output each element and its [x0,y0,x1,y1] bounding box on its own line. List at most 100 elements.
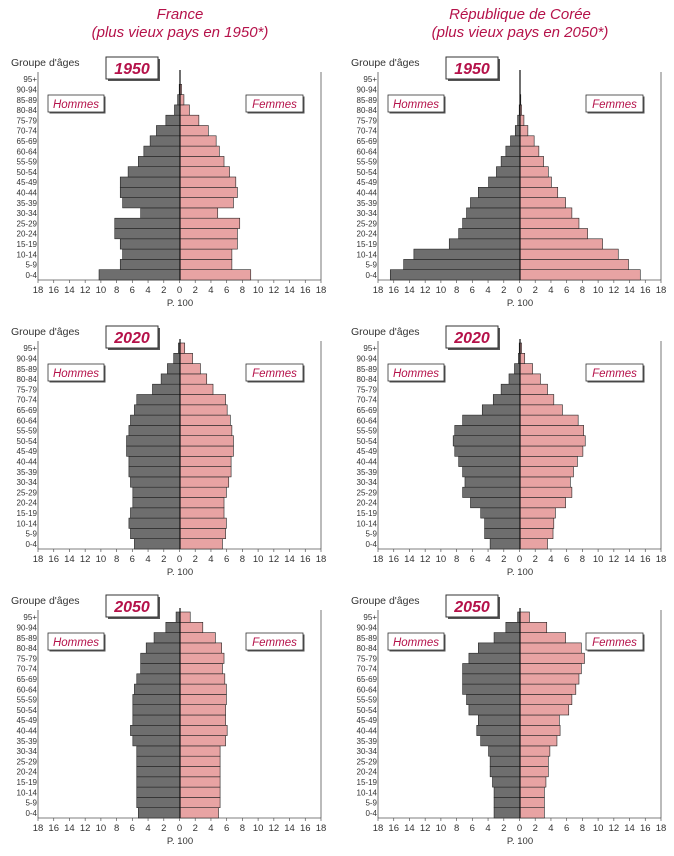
bar-men-35-39 [462,466,521,478]
bar-men-20-24 [136,766,181,778]
age-tick-label: 35-39 [17,737,38,746]
x-tick-label: 6 [470,285,475,296]
x-tick-label: 16 [300,285,311,296]
legend-women-box-text: Femmes [592,637,637,649]
bar-men-25-29 [114,217,181,229]
bar-women-5-9 [179,259,233,270]
bar-women-0-4 [179,269,252,281]
bar-women-0-4 [519,807,545,819]
legend-men-box [47,94,105,113]
bar-men-25-29 [462,217,521,229]
bar-men-20-24 [470,497,521,509]
age-tick-label: 95+ [23,613,37,622]
bar-women-35-39 [179,735,226,747]
bar-men-0-4 [489,538,521,550]
bar-women-15-19 [519,776,547,788]
x-tick-label: 10 [253,285,264,296]
legend-women-box-text: Femmes [252,637,297,649]
bar-men-20-24 [489,766,521,778]
x-tick-label: 18 [33,823,44,834]
age-tick-label: 65-69 [357,137,378,146]
x-tick-label: 8 [580,823,585,834]
bar-women-25-29 [179,486,227,498]
bar-men-20-24 [458,228,521,240]
column-subtitle: (plus vieux pays en 2050*) [431,24,609,41]
bar-women-35-39 [519,197,566,209]
age-tick-label: 85-89 [17,634,38,643]
bar-women-70-74 [179,663,223,675]
x-tick-label: 12 [269,285,280,296]
age-tick-label: 15-19 [17,240,38,249]
age-tick-label: 45-49 [357,447,378,456]
bar-women-15-19 [179,776,221,788]
legend-women-box-text: Femmes [592,368,637,380]
x-tick-label: 2 [501,554,506,565]
x-tick-label: 16 [48,554,59,565]
x-tick-label: 18 [373,554,384,565]
x-tick-label: 12 [609,285,620,296]
bar-women-85-89 [519,632,566,644]
bar-women-70-74 [519,125,529,137]
x-tick-label: 2 [193,823,198,834]
age-group-title: Groupe d'âges [351,326,420,338]
age-tick-label: 55-59 [357,158,378,167]
bar-women-55-59 [519,425,584,437]
bar-women-80-84 [179,104,190,116]
x-tick-label: 2 [501,285,506,296]
x-tick-label: 12 [420,823,431,834]
year-box [105,56,159,80]
x-tick-label: 10 [436,823,447,834]
age-tick-label: 85-89 [357,365,378,374]
bar-men-15-19 [492,776,521,788]
bar-men-30-34 [464,476,521,488]
age-tick-label: 20-24 [17,230,38,239]
bar-women-20-24 [519,497,566,509]
legend-women-box-text: Femmes [252,99,297,111]
bar-men-75-79 [500,383,521,395]
x-tick-label: 16 [388,823,399,834]
bar-women-50-54 [179,704,226,716]
x-tick-label: 14 [284,285,295,296]
bar-women-65-69 [179,673,226,685]
x-tick-label: 10 [96,285,107,296]
bar-women-20-24 [179,766,221,778]
x-tick-label: 8 [114,554,119,565]
age-tick-label: 90-94 [357,354,378,363]
legend-women-box [585,363,644,382]
x-tick-label: 16 [48,285,59,296]
age-tick-label: 40-44 [357,188,378,197]
column-title: République de Corée [449,6,591,23]
bar-men-50-54 [127,166,181,178]
bar-women-30-34 [179,476,230,488]
year-label: 2020 [453,330,490,347]
bar-men-0-4 [98,269,181,281]
bar-men-30-34 [136,745,181,757]
bar-women-95+ [179,611,191,623]
legend-men-box-text: Hommes [53,368,99,380]
bar-men-60-64 [462,683,521,695]
x-tick-label: 8 [454,554,459,565]
age-tick-label: 75-79 [357,654,378,663]
x-tick-label: 4 [485,554,490,565]
age-tick-label: 15-19 [357,778,378,787]
age-tick-label: 25-29 [357,219,378,228]
x-tick-label: 14 [64,823,75,834]
x-tick-label: 6 [564,554,569,565]
column-subtitle: (plus vieux pays en 1950*) [91,24,269,41]
bar-women-0-4 [519,538,548,550]
age-tick-label: 35-39 [357,199,378,208]
bar-women-40-44 [179,187,238,198]
age-tick-label: 30-34 [357,747,378,756]
bar-men-15-19 [119,238,181,250]
age-tick-label: 55-59 [17,696,38,705]
bar-men-85-89 [514,363,521,375]
bar-women-10-14 [519,517,555,529]
x-tick-label: 14 [284,823,295,834]
bar-women-40-44 [519,725,561,736]
x-tick-label: 4 [208,823,213,834]
age-tick-label: 0-4 [365,809,377,818]
bar-women-80-84 [519,373,541,385]
age-tick-label: 80-84 [17,375,38,384]
bar-men-65-69 [510,135,521,147]
